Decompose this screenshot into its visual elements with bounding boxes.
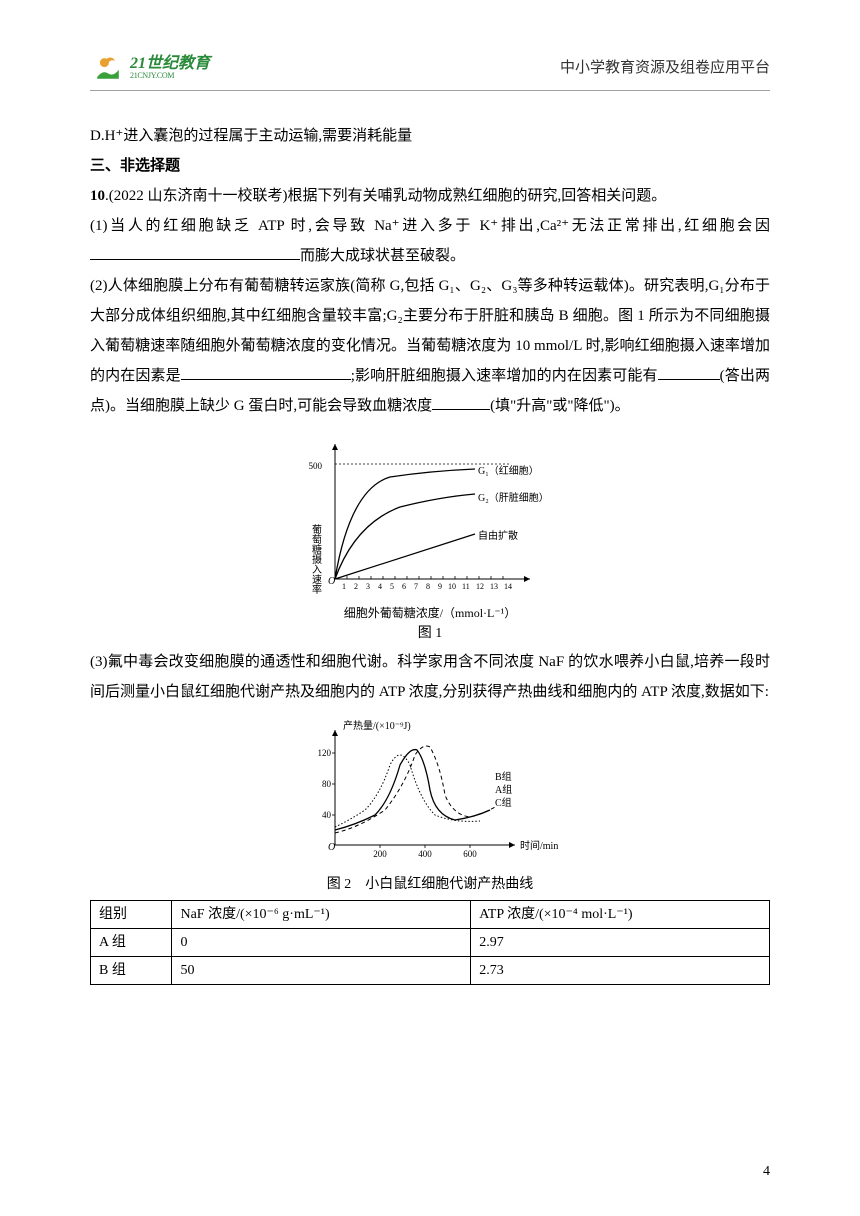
q10-number: 10 <box>90 188 105 204</box>
logo-url: 21CNJY.COM <box>130 72 210 81</box>
svg-text:O: O <box>328 576 335 587</box>
svg-text:2: 2 <box>354 582 358 591</box>
svg-text:产热量/(×10⁻⁹J): 产热量/(×10⁻⁹J) <box>343 719 411 732</box>
svg-text:13: 13 <box>490 582 498 591</box>
svg-text:G₁（红细胞）: G₁（红细胞） <box>478 464 539 477</box>
svg-text:C组: C组 <box>495 796 512 809</box>
svg-text:14: 14 <box>504 582 512 591</box>
blank-1[interactable] <box>90 242 300 260</box>
q10-source: .(2022 山东济南十一校联考)根据下列有关哺乳动物成熟红细胞的研究,回答相关… <box>105 188 666 204</box>
option-d: D.H⁺进入囊泡的过程属于主动运输,需要消耗能量 <box>90 121 770 151</box>
svg-text:8: 8 <box>426 582 430 591</box>
svg-text:40: 40 <box>322 810 332 820</box>
fig1-caption: 图 1 <box>90 625 770 643</box>
content-body: D.H⁺进入囊泡的过程属于主动运输,需要消耗能量 三、非选择题 10.(2022… <box>90 121 770 985</box>
logo: 21世纪教育 21CNJY.COM <box>90 50 210 86</box>
fig1-xlabel: 细胞外葡萄糖浓度/（mmol·L⁻¹） <box>90 606 770 622</box>
svg-text:400: 400 <box>418 849 432 859</box>
header-subtitle: 中小学教育资源及组卷应用平台 <box>560 53 770 83</box>
svg-text:12: 12 <box>476 582 484 591</box>
svg-text:200: 200 <box>373 849 387 859</box>
blank-4[interactable] <box>432 392 490 410</box>
logo-icon <box>90 50 126 86</box>
svg-text:80: 80 <box>322 779 332 789</box>
q10-part2: (2)人体细胞膜上分布有葡萄糖转运家族(简称 G,包括 G₁、G₂、G₃等多种转… <box>90 271 770 421</box>
svg-text:时间/min: 时间/min <box>520 839 558 852</box>
svg-text:4: 4 <box>378 582 382 591</box>
table-row: B 组 50 2.73 <box>91 956 770 984</box>
svg-text:葡萄糖摄入速率: 葡萄糖摄入速率 <box>310 523 322 595</box>
q10-part1: (1)当人的红细胞缺乏 ATP 时,会导致 Na⁺进入多于 K⁺排出,Ca²⁺无… <box>90 211 770 271</box>
fig2-caption: 图 2 小白鼠红细胞代谢产热曲线 <box>90 876 770 894</box>
th-atp: ATP 浓度/(×10⁻⁴ mol·L⁻¹) <box>471 900 770 928</box>
data-table: 组别 NaF 浓度/(×10⁻⁶ g·mL⁻¹) ATP 浓度/(×10⁻⁴ m… <box>90 900 770 985</box>
svg-text:120: 120 <box>318 748 332 758</box>
svg-text:自由扩散: 自由扩散 <box>478 529 518 542</box>
svg-text:11: 11 <box>462 582 470 591</box>
logo-text: 21世纪教育 21CNJY.COM <box>130 55 210 81</box>
svg-text:1: 1 <box>342 582 346 591</box>
blank-2[interactable] <box>181 362 351 380</box>
svg-text:3: 3 <box>366 582 370 591</box>
figure-2: O 产热量/(×10⁻⁹J) 时间/min 4080120 200400600 … <box>90 715 770 894</box>
q10-part3: (3)氟中毒会改变细胞膜的通透性和细胞代谢。科学家用含不同浓度 NaF 的饮水喂… <box>90 647 770 707</box>
svg-text:B组: B组 <box>495 770 512 783</box>
svg-text:7: 7 <box>414 582 418 591</box>
svg-text:A组: A组 <box>495 783 512 796</box>
table-header-row: 组别 NaF 浓度/(×10⁻⁶ g·mL⁻¹) ATP 浓度/(×10⁻⁴ m… <box>91 900 770 928</box>
svg-text:500: 500 <box>309 461 323 471</box>
figure-1: 500 123 456 789 101112 1314 G₁（红细胞） <box>90 429 770 643</box>
table-row: A 组 0 2.97 <box>91 928 770 956</box>
page-number: 4 <box>763 1158 770 1186</box>
svg-text:10: 10 <box>448 582 456 591</box>
th-naf: NaF 浓度/(×10⁻⁶ g·mL⁻¹) <box>172 900 471 928</box>
svg-text:O: O <box>328 842 335 853</box>
svg-text:G₂（肝脏细胞）: G₂（肝脏细胞） <box>478 491 549 504</box>
th-group: 组别 <box>91 900 172 928</box>
page-header: 21世纪教育 21CNJY.COM 中小学教育资源及组卷应用平台 <box>90 50 770 91</box>
blank-3[interactable] <box>658 362 720 380</box>
svg-text:600: 600 <box>463 849 477 859</box>
q10-stem: 10.(2022 山东济南十一校联考)根据下列有关哺乳动物成熟红细胞的研究,回答… <box>90 181 770 211</box>
svg-text:5: 5 <box>390 582 394 591</box>
section-3-title: 三、非选择题 <box>90 151 770 181</box>
logo-title: 21世纪教育 <box>130 55 210 73</box>
svg-text:6: 6 <box>402 582 406 591</box>
svg-text:9: 9 <box>438 582 442 591</box>
